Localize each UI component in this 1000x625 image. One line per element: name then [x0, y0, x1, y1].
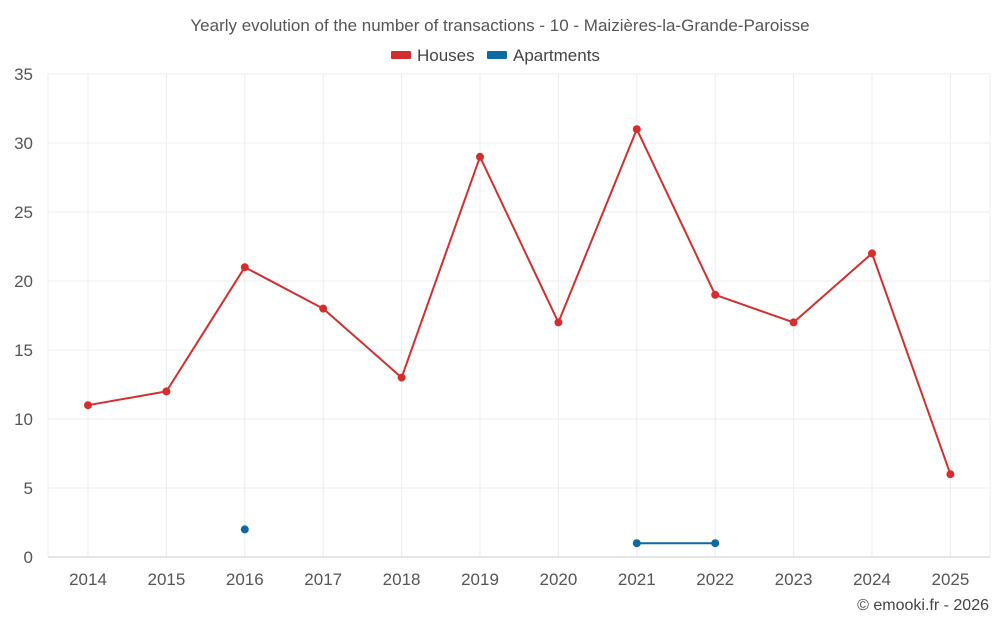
- x-tick-label: 2018: [383, 570, 421, 589]
- legend-item-houses[interactable]: Houses: [391, 46, 475, 65]
- x-tick-label: 2019: [461, 570, 499, 589]
- x-tick-label: 2021: [618, 570, 656, 589]
- data-point-houses-2017[interactable]: [319, 304, 328, 313]
- legend-swatch-apartments: [487, 51, 507, 59]
- y-tick-label: 0: [24, 548, 33, 567]
- x-tick-label: 2020: [539, 570, 577, 589]
- data-point-houses-2018[interactable]: [397, 373, 406, 382]
- data-point-houses-2022[interactable]: [711, 290, 720, 299]
- x-tick-label: 2017: [304, 570, 342, 589]
- data-point-houses-2020[interactable]: [554, 318, 563, 327]
- y-tick-label: 5: [24, 479, 33, 498]
- x-tick-label: 2022: [696, 570, 734, 589]
- chart-title: Yearly evolution of the number of transa…: [190, 16, 809, 35]
- x-tick-label: 2014: [69, 570, 107, 589]
- data-point-apartments-2021[interactable]: [632, 539, 641, 548]
- grid: [48, 73, 990, 557]
- y-tick-label: 10: [14, 410, 33, 429]
- legend-label-houses: Houses: [417, 46, 475, 65]
- x-tick-label: 2015: [147, 570, 185, 589]
- data-point-apartments-2022[interactable]: [711, 539, 720, 548]
- x-tick-label: 2023: [775, 570, 813, 589]
- x-tick-label: 2024: [853, 570, 891, 589]
- y-tick-label: 20: [14, 272, 33, 291]
- legend: Houses Apartments: [391, 46, 600, 65]
- data-point-houses-2021[interactable]: [632, 125, 641, 134]
- y-tick-label: 30: [14, 134, 33, 153]
- data-point-houses-2016[interactable]: [240, 263, 249, 272]
- y-tick-label: 25: [14, 203, 33, 222]
- data-point-houses-2019[interactable]: [476, 152, 484, 161]
- data-point-apartments-2016[interactable]: [240, 525, 249, 534]
- y-tick-label: 15: [14, 341, 33, 360]
- credit-text: © emooki.fr - 2026: [857, 597, 989, 614]
- y-tick-label: 35: [14, 65, 33, 84]
- data-point-houses-2015[interactable]: [162, 387, 171, 396]
- x-tick-label: 2025: [931, 570, 969, 589]
- series-line-houses: [87, 128, 952, 475]
- legend-label-apartments: Apartments: [513, 46, 600, 65]
- data-point-houses-2025[interactable]: [946, 470, 955, 479]
- plot-area: [84, 125, 955, 548]
- data-point-houses-2024[interactable]: [868, 249, 876, 258]
- legend-swatch-houses: [391, 51, 411, 59]
- x-tick-label: 2016: [226, 570, 264, 589]
- data-point-houses-2014[interactable]: [84, 401, 92, 410]
- data-point-houses-2023[interactable]: [789, 318, 798, 327]
- legend-item-apartments[interactable]: Apartments: [487, 46, 600, 65]
